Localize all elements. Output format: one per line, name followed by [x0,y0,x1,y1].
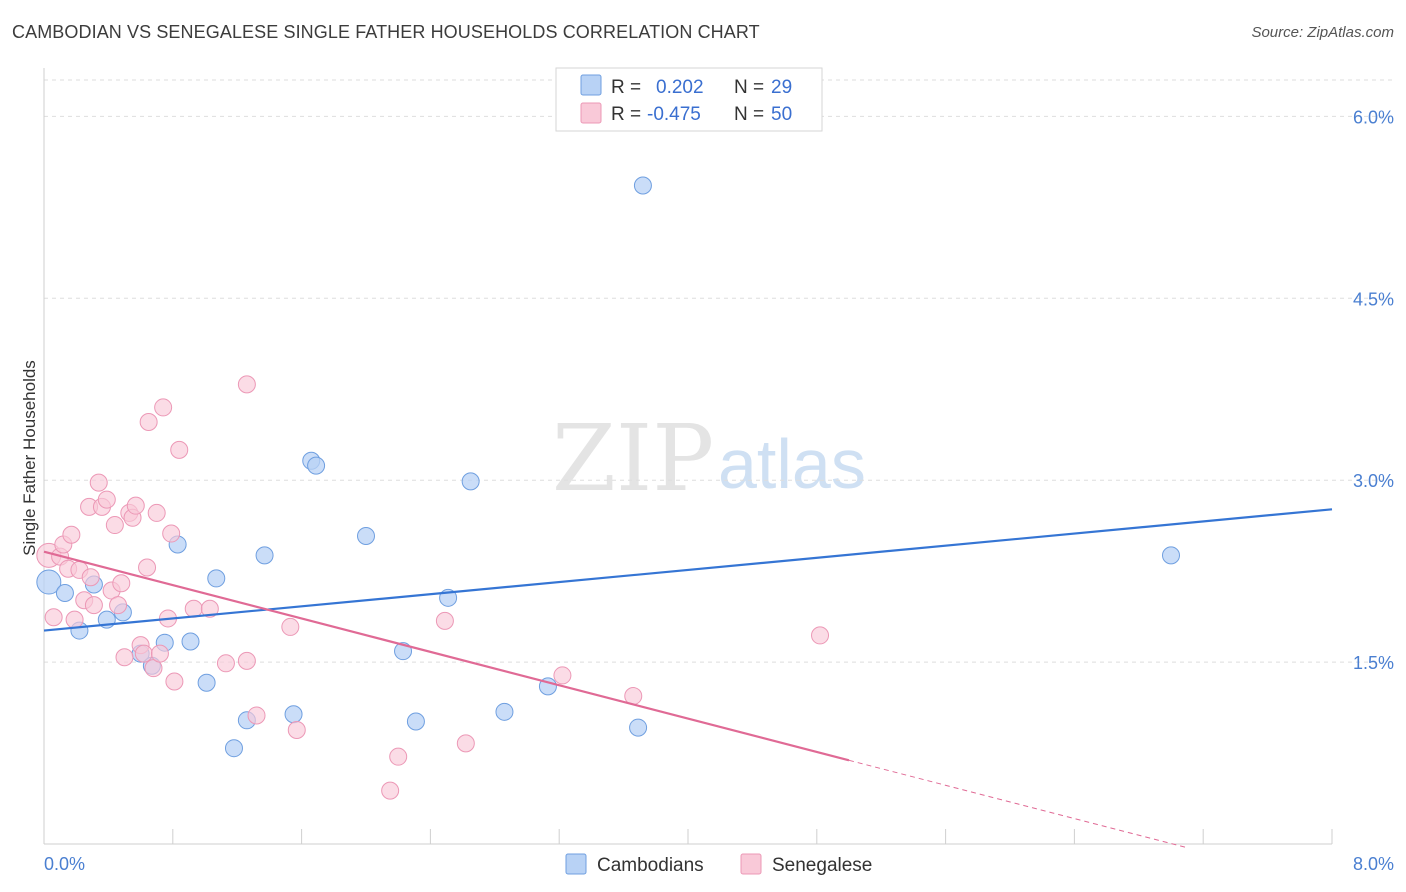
legend-r-label-cambodian: R = [611,77,641,98]
cambodian-point [36,569,62,595]
legend-r-label-senegalese: R = [611,104,641,125]
senegalese-point [237,651,256,670]
senegalese-point [162,524,181,543]
cambodian-point [357,526,375,545]
senegalese-point [112,574,131,593]
y-tick-label: 4.5% [1353,289,1394,309]
cambodian-point [224,739,243,758]
senegalese-point [62,525,81,544]
senegalese-point [237,375,256,394]
senegalese-point [389,747,408,766]
senegalese-points [36,375,830,800]
source-credit: Source: ZipAtlas.com [1251,24,1394,41]
cambodian-point [284,705,303,724]
bottom-legend-label-cambodians: Cambodians [597,855,704,876]
senegalese-point [281,617,300,636]
chart-title: CAMBODIAN VS SENEGALESE SINGLE FATHER HO… [12,22,760,42]
senegalese-point [147,503,166,522]
senegalese-point [81,568,100,587]
cambodian-point [406,712,425,731]
y-tick-label: 6.0% [1353,107,1394,127]
y-axis-label: Single Father Households [20,360,39,556]
x-tick-label-max: 8.0% [1353,854,1394,874]
senegalese-trend-line [43,550,850,762]
senegalese-point [287,721,306,740]
senegalese-point [84,596,103,615]
legend-swatch-senegalese [580,102,602,124]
cambodian-point [495,702,514,721]
senegalese-point [138,558,157,577]
y-tick-labels: 1.5% 3.0% 4.5% 6.0% [1353,107,1394,673]
x-tick-label-min: 0.0% [44,854,85,874]
senegalese-point [65,610,84,629]
senegalese-point [456,734,475,753]
cambodian-point [1162,546,1180,565]
senegalese-point [115,648,134,667]
x-ticks [43,829,1333,844]
watermark-zip: ZIP [552,405,714,512]
cambodian-point [461,472,480,491]
legend-n-label-senegalese: N = [734,104,764,125]
senegalese-point [89,473,108,492]
senegalese-point [109,596,128,615]
legend-n-value-senegalese: 50 [771,104,792,125]
senegalese-point [97,490,116,509]
watermark-atlas: atlas [718,425,866,503]
cambodian-point [181,632,200,651]
cambodian-point [307,456,326,475]
bottom-legend-swatch-cambodians [565,853,587,875]
senegalese-point [200,599,219,618]
senegalese-point [381,781,400,800]
senegalese-point [139,412,158,431]
correlation-legend: R = 0.202 N = 29 R = -0.475 N = 50 [555,67,823,132]
cambodian-point [629,718,648,737]
trend-lines [43,508,1333,849]
senegalese-point [105,516,124,535]
senegalese-point [553,666,572,685]
senegalese-point [216,654,235,673]
series-legend: Cambodians Senegalese [565,853,872,876]
cambodian-point [207,569,226,588]
legend-n-value-cambodian: 29 [771,77,792,98]
legend-n-label-cambodian: N = [734,77,764,98]
bottom-legend-swatch-senegalese [740,853,762,875]
cambodian-point [255,546,274,565]
y-tick-label: 3.0% [1353,471,1394,491]
bottom-legend-label-senegalese: Senegalese [772,855,872,876]
senegalese-point [126,496,145,515]
legend-r-value-senegalese: -0.475 [647,104,701,125]
grid [44,79,1394,663]
legend-swatch-cambodian [580,74,602,96]
cambodian-trend-line [43,508,1333,632]
senegalese-point [170,440,189,459]
senegalese-point [811,626,830,645]
senegalese-point [184,599,203,618]
senegalese-point [435,611,454,630]
senegalese-point [154,398,173,417]
senegalese-point [165,672,184,691]
senegalese-trend-extrapolation [848,759,1188,849]
legend-r-value-cambodian: 0.202 [656,77,704,98]
senegalese-point [44,608,63,627]
watermark: ZIP atlas [552,405,866,512]
senegalese-point [247,706,266,725]
cambodian-point [197,673,216,692]
cambodian-point [55,583,74,602]
y-tick-label: 1.5% [1353,653,1394,673]
cambodian-point [633,176,652,195]
senegalese-point [134,644,153,663]
senegalese-point [150,644,169,663]
